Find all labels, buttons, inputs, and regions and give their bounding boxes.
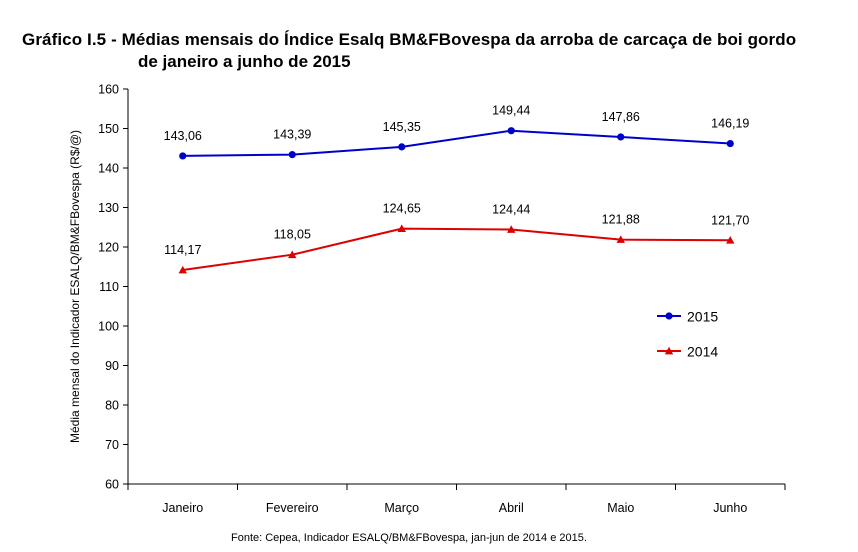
legend-label-2014: 2014: [687, 344, 718, 360]
source-note: Fonte: Cepea, Indicador ESALQ/BM&FBovesp…: [231, 532, 587, 544]
series-line-2014: [182, 227, 731, 271]
data-point-2015: [726, 139, 734, 148]
data-label: 124,65: [383, 202, 421, 216]
data-label: 143,39: [273, 128, 311, 142]
chart-title-line2: de janeiro a junho de 2015: [138, 52, 351, 71]
y-tick-label: 70: [105, 438, 119, 452]
series-line-2015: [182, 129, 731, 157]
data-label: 114,17: [164, 243, 201, 257]
data-label: 124,44: [492, 202, 530, 216]
data-point-2014: [178, 265, 187, 274]
x-tick-label: Abril: [499, 501, 524, 515]
x-tick-label: Janeiro: [162, 501, 203, 515]
y-tick-label: 150: [98, 122, 119, 136]
data-point-2015: [398, 143, 406, 151]
data-label: 146,19: [711, 117, 749, 131]
y-tick-label: 60: [105, 478, 119, 492]
data-label: 143,06: [164, 129, 202, 143]
y-tick-label: 140: [98, 162, 119, 176]
legend-marker-2015: [665, 312, 673, 320]
data-point-2014: [507, 225, 516, 233]
data-point-2014: [726, 236, 735, 244]
y-tick-label: 110: [99, 280, 119, 294]
data-label: 121,70: [711, 213, 749, 227]
data-point-2014: [616, 235, 625, 243]
data-point-2014: [288, 250, 297, 259]
data-point-2015: [288, 151, 296, 159]
y-axis-label: Média mensal do Indicador ESALQ/BM&FBove…: [68, 130, 82, 443]
data-point-2015: [179, 152, 187, 160]
x-tick-label: Março: [384, 501, 419, 515]
y-tick-label: 80: [105, 399, 119, 413]
data-point-2015: [617, 133, 625, 141]
y-tick-label: 90: [105, 359, 119, 373]
y-tick-label: 120: [98, 241, 119, 255]
data-label: 118,05: [274, 228, 311, 242]
data-label: 149,44: [492, 104, 530, 118]
y-tick-label: 100: [98, 320, 119, 334]
x-tick-label: Maio: [607, 501, 634, 515]
data-label: 145,35: [383, 120, 421, 134]
data-point-2014: [397, 224, 406, 232]
y-tick-label: 160: [98, 83, 119, 97]
data-point-2015: [507, 127, 515, 135]
legend-label-2015: 2015: [687, 309, 718, 325]
legend-marker-2014: [664, 346, 674, 355]
data-label: 121,88: [602, 213, 640, 227]
x-tick-label: Fevereiro: [266, 501, 319, 515]
chart-title-line1: Gráfico I.5 - Médias mensais do Índice E…: [22, 30, 797, 49]
data-label: 147,86: [602, 110, 640, 124]
y-tick-label: 130: [98, 201, 119, 215]
x-tick-label: Junho: [713, 501, 747, 515]
